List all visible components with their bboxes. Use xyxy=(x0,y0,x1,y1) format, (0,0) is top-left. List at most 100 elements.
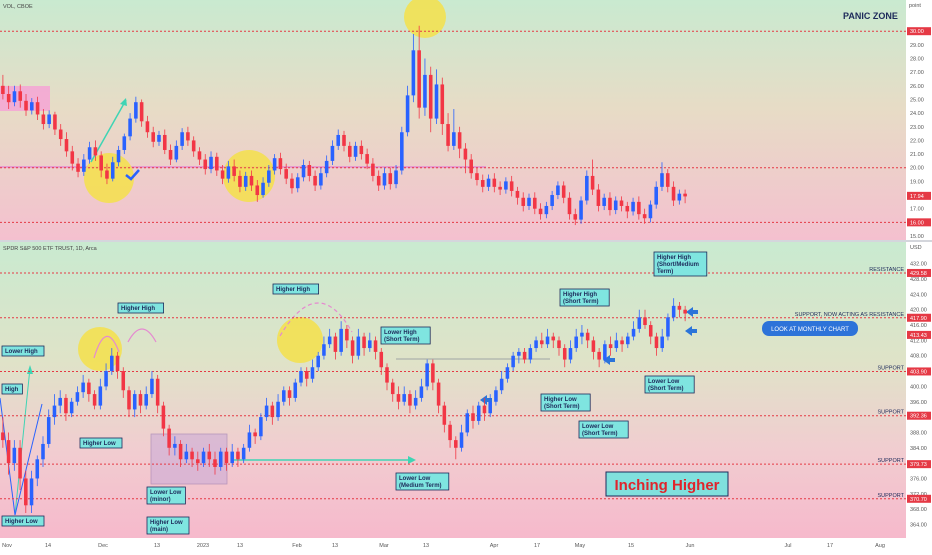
spy-candle xyxy=(178,443,183,460)
vix-candle xyxy=(515,190,520,198)
vix-candle xyxy=(139,102,144,122)
vix-candle xyxy=(197,151,202,160)
spy-candle xyxy=(41,443,45,460)
vix-candle xyxy=(145,121,150,133)
annotation-box xyxy=(559,288,610,307)
annotation-box xyxy=(380,326,431,345)
spy-candle xyxy=(75,392,80,402)
spy-candle xyxy=(104,371,108,387)
vix-candle xyxy=(12,91,17,103)
vix-candle xyxy=(134,102,138,119)
vix-candle xyxy=(504,181,508,190)
vix-price-tag-label: 17.94 xyxy=(910,194,924,200)
spy-candle xyxy=(436,382,441,406)
spy-candle xyxy=(287,390,292,398)
spy-candle xyxy=(562,348,567,360)
vix-axis-label: 22.00 xyxy=(910,138,924,144)
time-axis-label: 2023 xyxy=(197,543,209,549)
spy-axis-label: 400.00 xyxy=(910,384,927,390)
vix-axis-label: 25.00 xyxy=(910,97,924,103)
spy-candle xyxy=(454,440,458,448)
vix-candle xyxy=(648,204,653,219)
text-annotations: Higher High Higher High Lower High High High… xyxy=(1,251,708,535)
spy-candle xyxy=(557,340,561,349)
blue-arrow-jun-2 xyxy=(685,326,697,336)
annotation-label: Lower High xyxy=(5,349,38,355)
vix-candle xyxy=(1,85,5,94)
level-label: SUPPORT xyxy=(878,410,905,416)
spy-candle xyxy=(264,405,269,418)
spy-candle xyxy=(18,447,22,479)
annotation-label: Higher Low xyxy=(83,441,116,447)
vix-candle xyxy=(538,208,543,215)
vix-candle xyxy=(324,160,329,174)
annotation-box xyxy=(146,516,190,535)
vix-candle xyxy=(428,74,433,119)
annotation-box xyxy=(1,345,45,357)
annotation-label: Lower Low xyxy=(582,424,614,430)
spy-axis-label: 408.00 xyxy=(910,354,927,360)
bottom-axis-background xyxy=(906,242,932,538)
monthly-chart-pill[interactable] xyxy=(762,321,858,336)
time-axis-label: 13 xyxy=(154,543,160,549)
spy-candle xyxy=(585,332,590,341)
spy-candle xyxy=(150,378,154,395)
spy-candle xyxy=(58,397,62,406)
annotation-label: Higher Low xyxy=(544,397,577,403)
spy-axis-label: 368.00 xyxy=(910,507,927,513)
vix-price-tag xyxy=(907,27,931,36)
spy-candle xyxy=(368,340,372,349)
vix-candle xyxy=(290,178,294,189)
vix-candle xyxy=(30,102,34,111)
vix-candle xyxy=(162,134,167,150)
vix-candle xyxy=(342,134,346,146)
spy-candle xyxy=(637,317,642,329)
annotation-box xyxy=(395,472,450,491)
annotation-box xyxy=(1,515,45,527)
vix-candle xyxy=(492,178,497,187)
spy-candle xyxy=(241,447,246,460)
time-axis-label: 15 xyxy=(628,543,634,549)
vix-candle xyxy=(249,175,254,186)
spy-candle xyxy=(620,340,624,345)
bottom-panel-background xyxy=(0,242,906,538)
spy-candle xyxy=(608,344,613,349)
time-axis-label: Jul xyxy=(784,543,791,549)
spy-candle xyxy=(190,451,194,460)
annotation-box xyxy=(540,393,591,412)
spy-candle xyxy=(471,413,475,421)
time-axis-label: 17 xyxy=(827,543,833,549)
spy-candle xyxy=(597,351,601,360)
highlight-circle-mar xyxy=(404,0,446,38)
bottom-price-axis: 432.00 428.00 424.00 420.00 416.00 412.00 408.… xyxy=(907,262,931,528)
annotation-box xyxy=(1,383,23,395)
breakout-arrow-head xyxy=(408,456,416,464)
vix-candle xyxy=(76,163,80,172)
spy-candle xyxy=(92,394,97,406)
arc-dec xyxy=(93,335,120,359)
spy-candle xyxy=(24,478,28,506)
vix-candle xyxy=(405,95,410,133)
annotation-box xyxy=(146,486,186,505)
spy-candle xyxy=(459,432,464,448)
vix-candle xyxy=(567,197,572,215)
spy-candle xyxy=(396,394,401,402)
vix-candle xyxy=(457,132,462,149)
spy-price-tag-label: 379.73 xyxy=(910,462,927,468)
vix-candle xyxy=(272,158,277,171)
arc-feb xyxy=(279,302,353,337)
spy-candle xyxy=(494,390,498,402)
annotation-label: Lower Low xyxy=(648,379,680,385)
vix-candle xyxy=(613,200,618,211)
spy-candle xyxy=(322,344,326,356)
vix-candle xyxy=(423,74,427,108)
spy-candle xyxy=(35,459,40,479)
bottom-panel-annotations xyxy=(0,302,698,516)
time-axis-label: 17 xyxy=(534,543,540,549)
vix-candle xyxy=(93,147,98,156)
vix-candle xyxy=(608,197,612,211)
spy-candle xyxy=(626,336,630,345)
vix-axis-label: 29.00 xyxy=(910,43,924,49)
spy-candle xyxy=(276,401,280,418)
